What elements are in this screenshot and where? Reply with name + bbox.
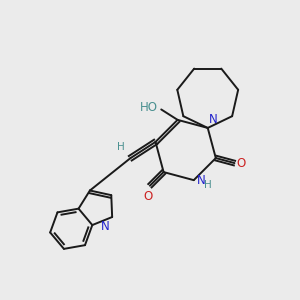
Text: O: O (237, 157, 246, 169)
Text: O: O (144, 190, 153, 203)
Text: N: N (209, 112, 218, 126)
Text: N: N (101, 220, 110, 233)
Text: H: H (204, 180, 212, 190)
Text: N: N (197, 174, 206, 187)
Text: HO: HO (140, 101, 158, 115)
Text: H: H (117, 142, 125, 152)
